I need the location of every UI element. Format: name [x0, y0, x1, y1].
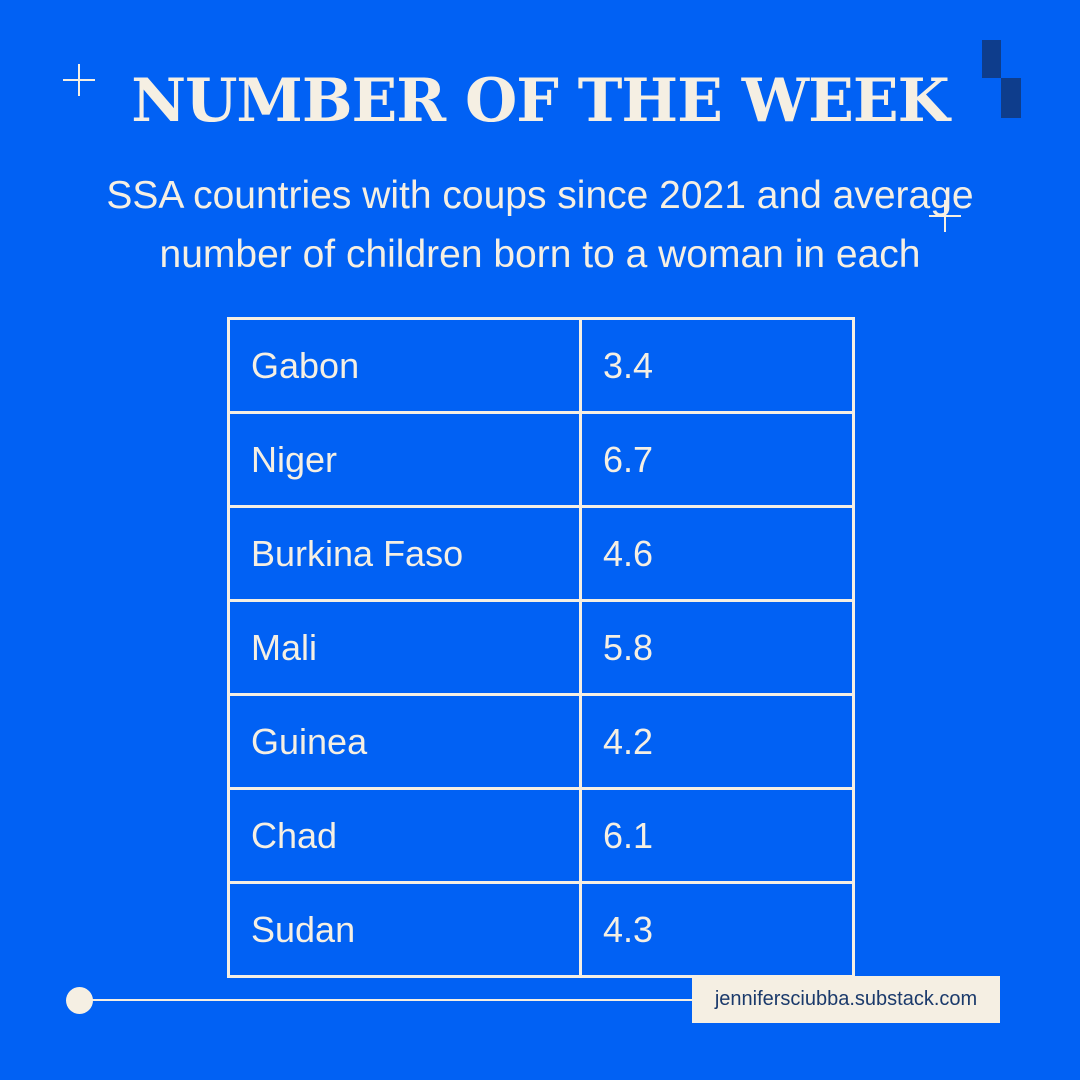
value-cell: 3.4: [579, 317, 855, 414]
country-cell: Burkina Faso: [227, 505, 582, 602]
table-row: Chad 6.1: [227, 787, 855, 884]
value-cell: 4.3: [579, 881, 855, 978]
decorative-block: [982, 40, 1001, 78]
table-row: Niger 6.7: [227, 411, 855, 508]
value-cell: 4.6: [579, 505, 855, 602]
country-cell: Niger: [227, 411, 582, 508]
table-row: Guinea 4.2: [227, 693, 855, 790]
value-cell: 5.8: [579, 599, 855, 696]
table-row: Sudan 4.3: [227, 881, 855, 978]
value-cell: 4.2: [579, 693, 855, 790]
country-cell: Sudan: [227, 881, 582, 978]
page-title: NUMBER OF THE WEEK: [131, 66, 950, 136]
country-cell: Guinea: [227, 693, 582, 790]
source-link[interactable]: jennifersciubba.substack.com: [692, 976, 1000, 1023]
timeline-dot: [66, 987, 93, 1014]
value-cell: 6.1: [579, 787, 855, 884]
country-cell: Gabon: [227, 317, 582, 414]
table-row: Gabon 3.4: [227, 317, 855, 414]
timeline-line: [92, 999, 694, 1001]
country-cell: Mali: [227, 599, 582, 696]
decorative-block: [1001, 78, 1021, 118]
plus-icon: [63, 64, 95, 96]
plus-icon: [929, 200, 961, 232]
value-cell: 6.7: [579, 411, 855, 508]
table-row: Burkina Faso 4.6: [227, 505, 855, 602]
page-subtitle: SSA countries with coups since 2021 and …: [106, 174, 974, 276]
data-table: Gabon 3.4 Niger 6.7 Burkina Faso 4.6 Mal…: [227, 317, 855, 978]
country-cell: Chad: [227, 787, 582, 884]
table-row: Mali 5.8: [227, 599, 855, 696]
